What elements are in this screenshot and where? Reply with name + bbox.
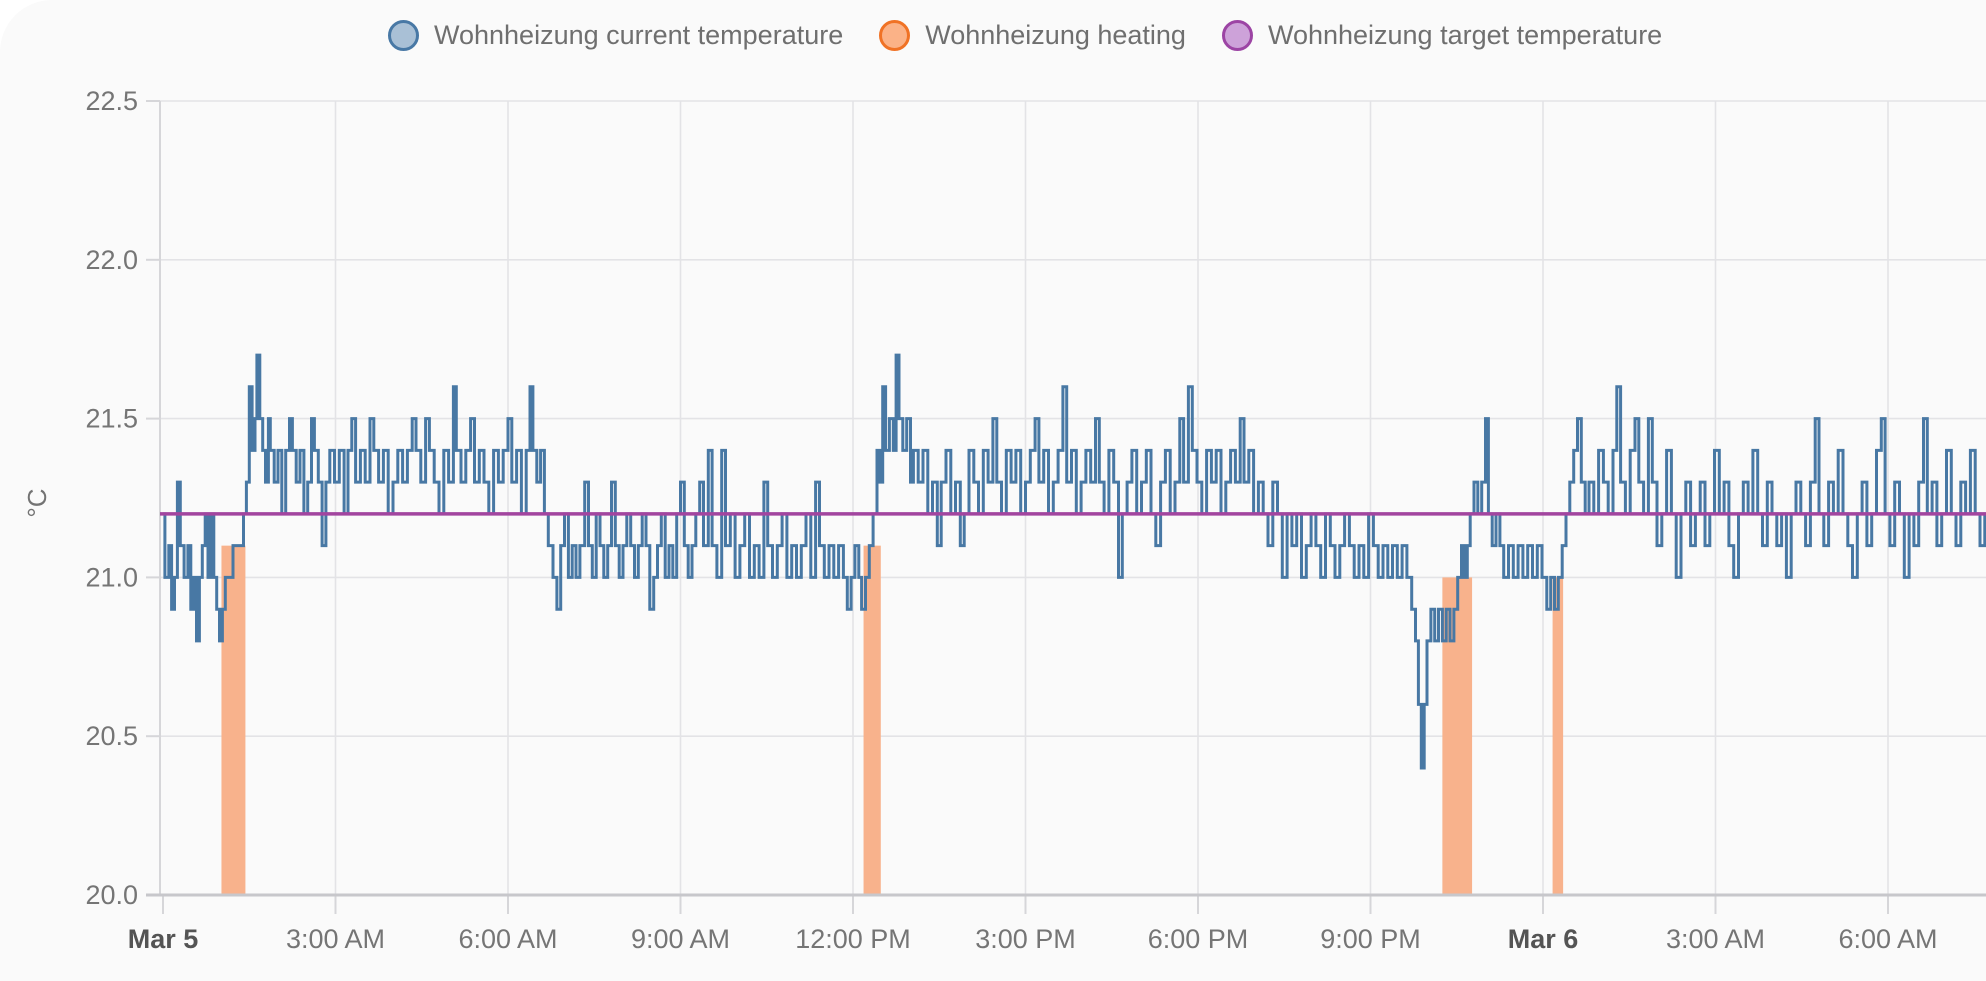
legend-item-heating[interactable]: Wohnheizung heating: [879, 20, 1186, 51]
y-axis-title: °C: [22, 488, 52, 517]
legend-label-heating: Wohnheizung heating: [925, 20, 1186, 50]
x-tick-label: Mar 6: [1508, 924, 1579, 954]
current-temperature-line: [163, 353, 1986, 770]
legend-label-target-temperature: Wohnheizung target temperature: [1267, 20, 1663, 50]
y-tick-label: 20.0: [85, 880, 138, 910]
y-tick-label: 21.5: [85, 404, 138, 434]
heating-bars: [221, 545, 1564, 895]
current-temperature-dot-icon: [388, 20, 419, 51]
chart-legend: Wohnheizung current temperature Wohnheiz…: [388, 20, 1662, 51]
target-temperature-dot-icon: [1221, 20, 1253, 51]
x-tick-label: 9:00 PM: [1320, 924, 1421, 954]
x-tick-label: 6:00 AM: [458, 924, 557, 954]
x-tick-label: 12:00 PM: [795, 924, 911, 954]
legend-label-current-temperature: Wohnheizung current temperature: [434, 20, 844, 50]
heating-dot-icon: [879, 20, 911, 51]
x-tick-label: 3:00 PM: [975, 924, 1076, 954]
x-tick-label: Mar 5: [128, 924, 199, 954]
y-tick-label: 21.0: [85, 562, 138, 592]
x-axis: Mar 5 3:00 AM 6:00 AM 9:00 AM 12:00 PM 3:00 P…: [128, 101, 1938, 954]
heating-on-bar: [221, 545, 246, 895]
x-tick-label: 6:00 AM: [1838, 924, 1937, 954]
heating-on-bar: [1552, 577, 1564, 895]
x-tick-label: 6:00 PM: [1148, 924, 1249, 954]
legend-item-target-temperature[interactable]: Wohnheizung target temperature: [1221, 20, 1663, 51]
legend-item-current-temperature[interactable]: Wohnheizung current temperature: [388, 20, 843, 51]
y-tick-label: 20.5: [85, 721, 138, 751]
heating-on-bar: [863, 545, 881, 895]
x-tick-label: 3:00 AM: [1666, 924, 1765, 954]
x-tick-label: 3:00 AM: [286, 924, 385, 954]
x-tick-label: 9:00 AM: [631, 924, 730, 954]
y-tick-label: 22.0: [85, 245, 138, 275]
y-tick-label: 22.5: [85, 86, 138, 116]
